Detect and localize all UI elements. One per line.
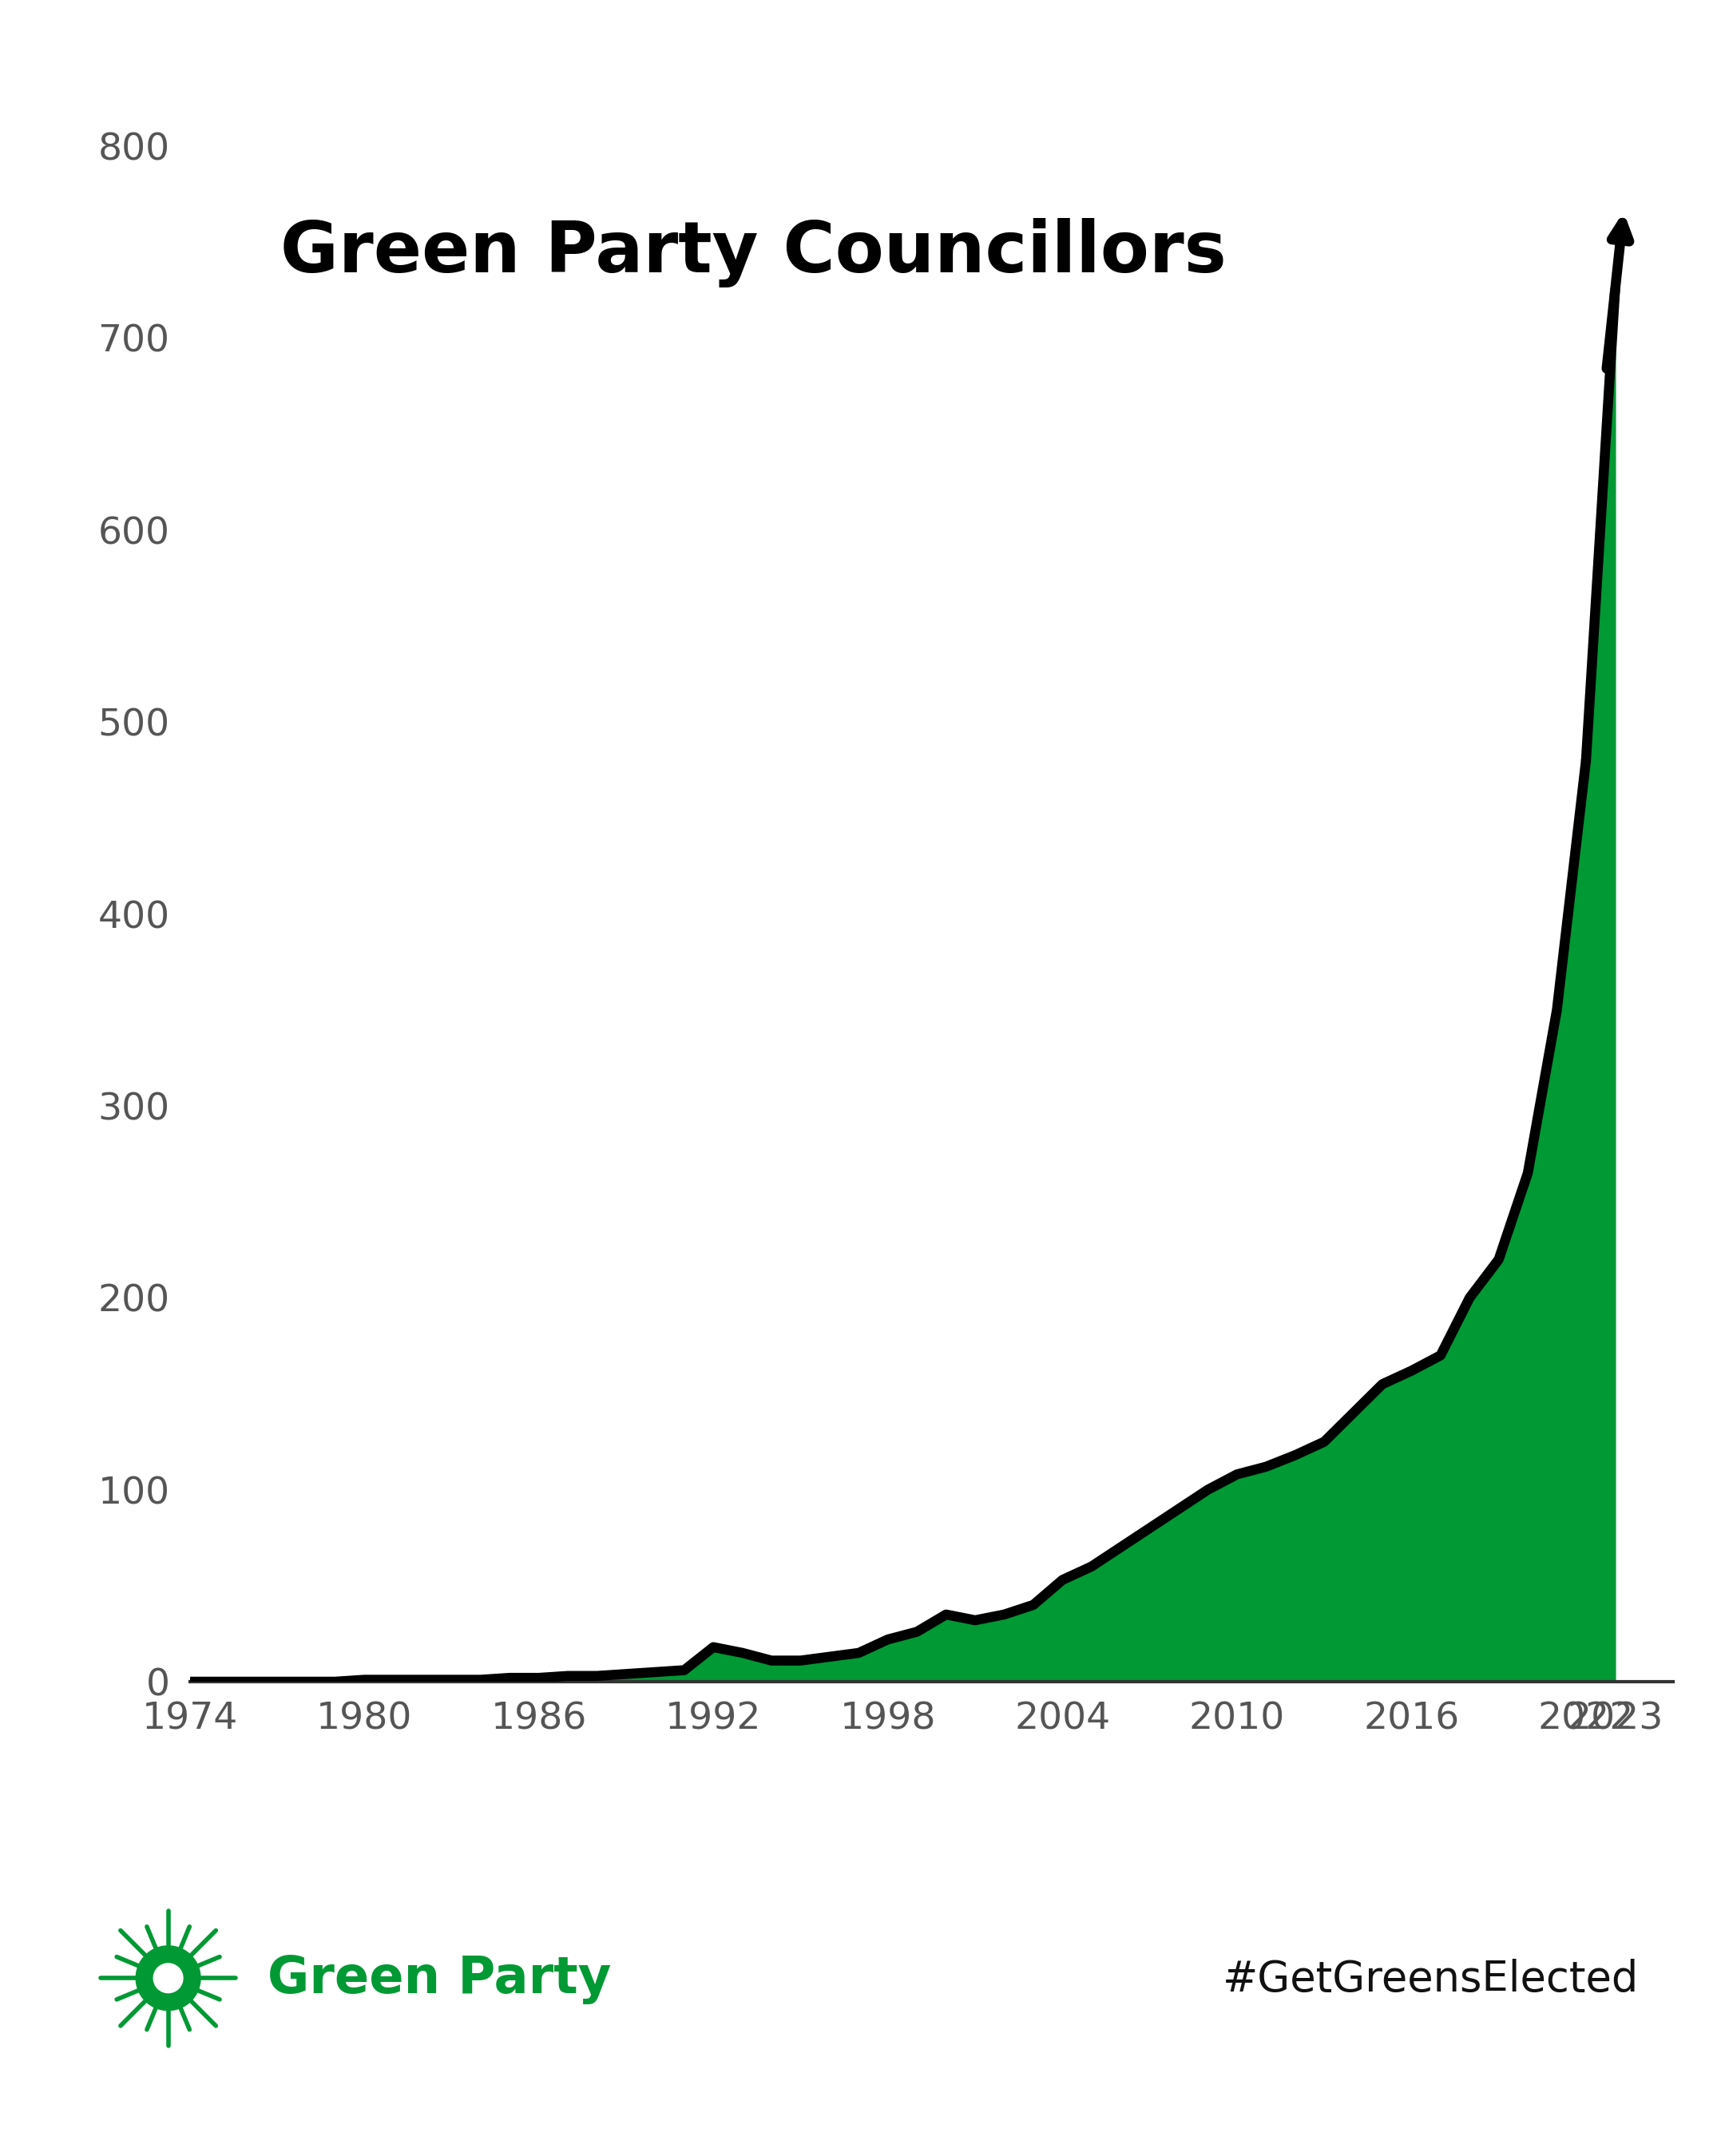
- Text: Green Party: Green Party: [267, 1955, 611, 2003]
- Text: Green Party Councillors: Green Party Councillors: [281, 218, 1226, 287]
- Text: #GetGreensElected: #GetGreensElected: [1223, 1958, 1639, 2001]
- Circle shape: [154, 1964, 183, 1992]
- Circle shape: [136, 1947, 200, 2009]
